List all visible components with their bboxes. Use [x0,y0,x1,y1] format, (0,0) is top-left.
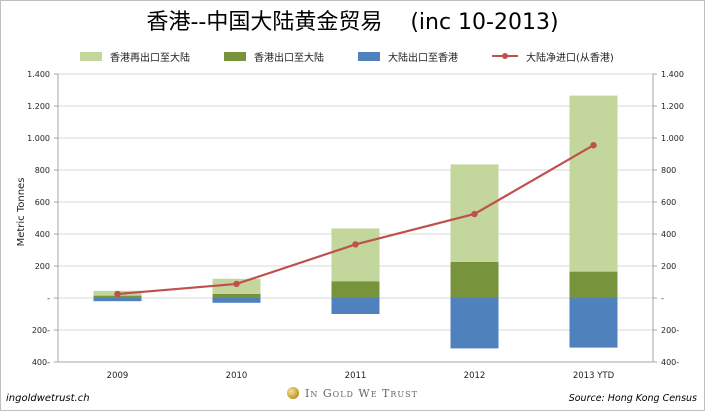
bar-export-1 [212,294,261,298]
point-net-import-0 [114,290,121,298]
bar-reexport-2 [331,228,380,282]
y-tick-label-right-3: 200 [661,262,676,271]
y-tick-label-right-5: 600 [661,198,676,207]
legend-label-export: 香港出口至大陆 [254,52,324,64]
y-tick-label-left-2: - [47,294,50,303]
x-tick-label-1: 2010 [226,371,248,381]
chart-line [114,142,597,298]
y-tick-label-left-1: 200- [32,326,50,335]
legend-swatch-mainland-export [358,51,380,61]
y-axis-right: 400- 200- - 200 400 600 800 1.000 1.200 1.400 [653,70,684,367]
bar-export-2 [331,281,380,298]
legend-item-net-import: 大陆净进口(从香港) [492,48,614,64]
legend-swatch-reexport [80,51,102,61]
legend-label-mainland-export: 大陆出口至香港 [388,52,458,64]
chart-title-range: (inc 10-2013) [410,10,559,35]
y-tick-label-right-6: 800 [661,166,676,175]
y-tick-label-left-9: 1.400 [27,70,50,79]
y-tick-label-left-3: 200 [35,262,50,271]
y-tick-label-left-0: 400- [32,358,50,367]
y-tick-label-left-6: 800 [35,166,50,175]
y-tick-label-left-8: 1.200 [27,102,50,111]
bar-mainland-export-1 [212,298,261,303]
x-axis: 2009 2010 2011 2012 2013 YTD [107,371,615,381]
bar-export-3 [450,262,499,298]
chart-bars [93,95,618,349]
y-tick-label-left-4: 400 [35,230,50,239]
y-tick-label-right-0: 400- [661,358,679,367]
bar-export-4 [569,271,618,298]
legend-swatch-net-import [492,51,518,61]
chart-title: 香港--中国大陆黄金贸易 (inc 10-2013) [0,4,705,36]
point-net-import-2 [352,241,359,248]
legend-label-reexport: 香港再出口至大陆 [110,52,190,64]
point-net-import-4 [590,142,597,149]
x-tick-label-2: 2011 [345,371,367,381]
y-tick-label-right-7: 1.000 [661,134,684,143]
chart-legend: 香港再出口至大陆 香港出口至大陆 大陆出口至香港 大陆净进口(从香港) [80,48,648,64]
brand-text: In Gold We Trust [305,387,418,400]
chart-title-main: 香港--中国大陆黄金贸易 [146,10,383,35]
bar-mainland-export-3 [450,298,499,349]
source-label: Source: Hong Kong Census [568,393,697,404]
x-tick-label-3: 2012 [464,371,486,381]
x-tick-label-0: 2009 [107,371,129,381]
website-label: ingoldwetrust.ch [6,393,90,404]
y-tick-label-left-5: 600 [35,198,50,207]
bar-mainland-export-2 [331,298,380,314]
brand-logo: In Gold We Trust [0,387,705,400]
bar-reexport-4 [569,95,618,272]
y-tick-label-right-8: 1.200 [661,102,684,111]
legend-item-export: 香港出口至大陆 [224,48,324,64]
x-tick-label-4: 2013 YTD [573,371,615,381]
y-axis-left: 400- 200- - 200 400 600 800 1.000 1.200 1.400 [27,70,58,367]
chart-gridlines [58,73,653,363]
y-tick-label-left-7: 1.000 [27,134,50,143]
legend-label-net-import: 大陆净进口(从香港) [526,52,614,64]
y-tick-label-right-1: 200- [661,326,679,335]
legend-item-mainland-export: 大陆出口至香港 [358,48,458,64]
y-tick-label-right-9: 1.400 [661,70,684,79]
bar-mainland-export-4 [569,298,618,348]
legend-item-reexport: 香港再出口至大陆 [80,48,190,64]
y-tick-label-right-4: 400 [661,230,676,239]
point-net-import-1 [233,280,240,288]
point-net-import-3 [471,210,478,218]
y-axis-label: Metric Tonnes [16,178,27,247]
coin-icon [287,387,299,399]
bar-mainland-export-0 [93,298,142,302]
legend-swatch-export [224,51,246,61]
chart-axes [57,74,654,363]
y-tick-label-right-2: - [661,294,664,303]
